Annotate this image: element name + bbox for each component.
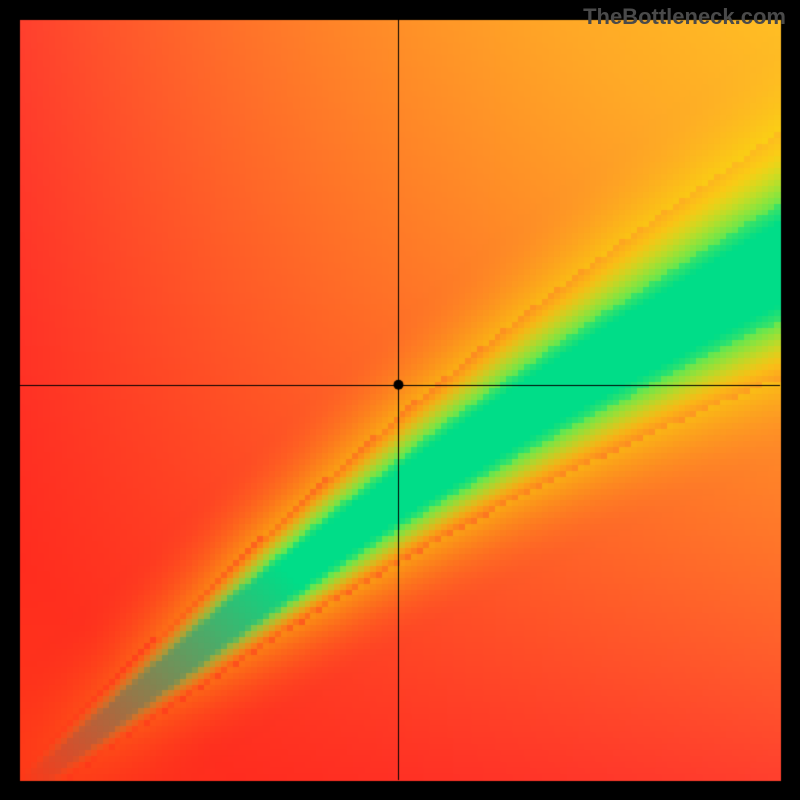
heatmap-canvas	[0, 0, 800, 800]
watermark-text: TheBottleneck.com	[583, 4, 786, 30]
chart-container: TheBottleneck.com	[0, 0, 800, 800]
